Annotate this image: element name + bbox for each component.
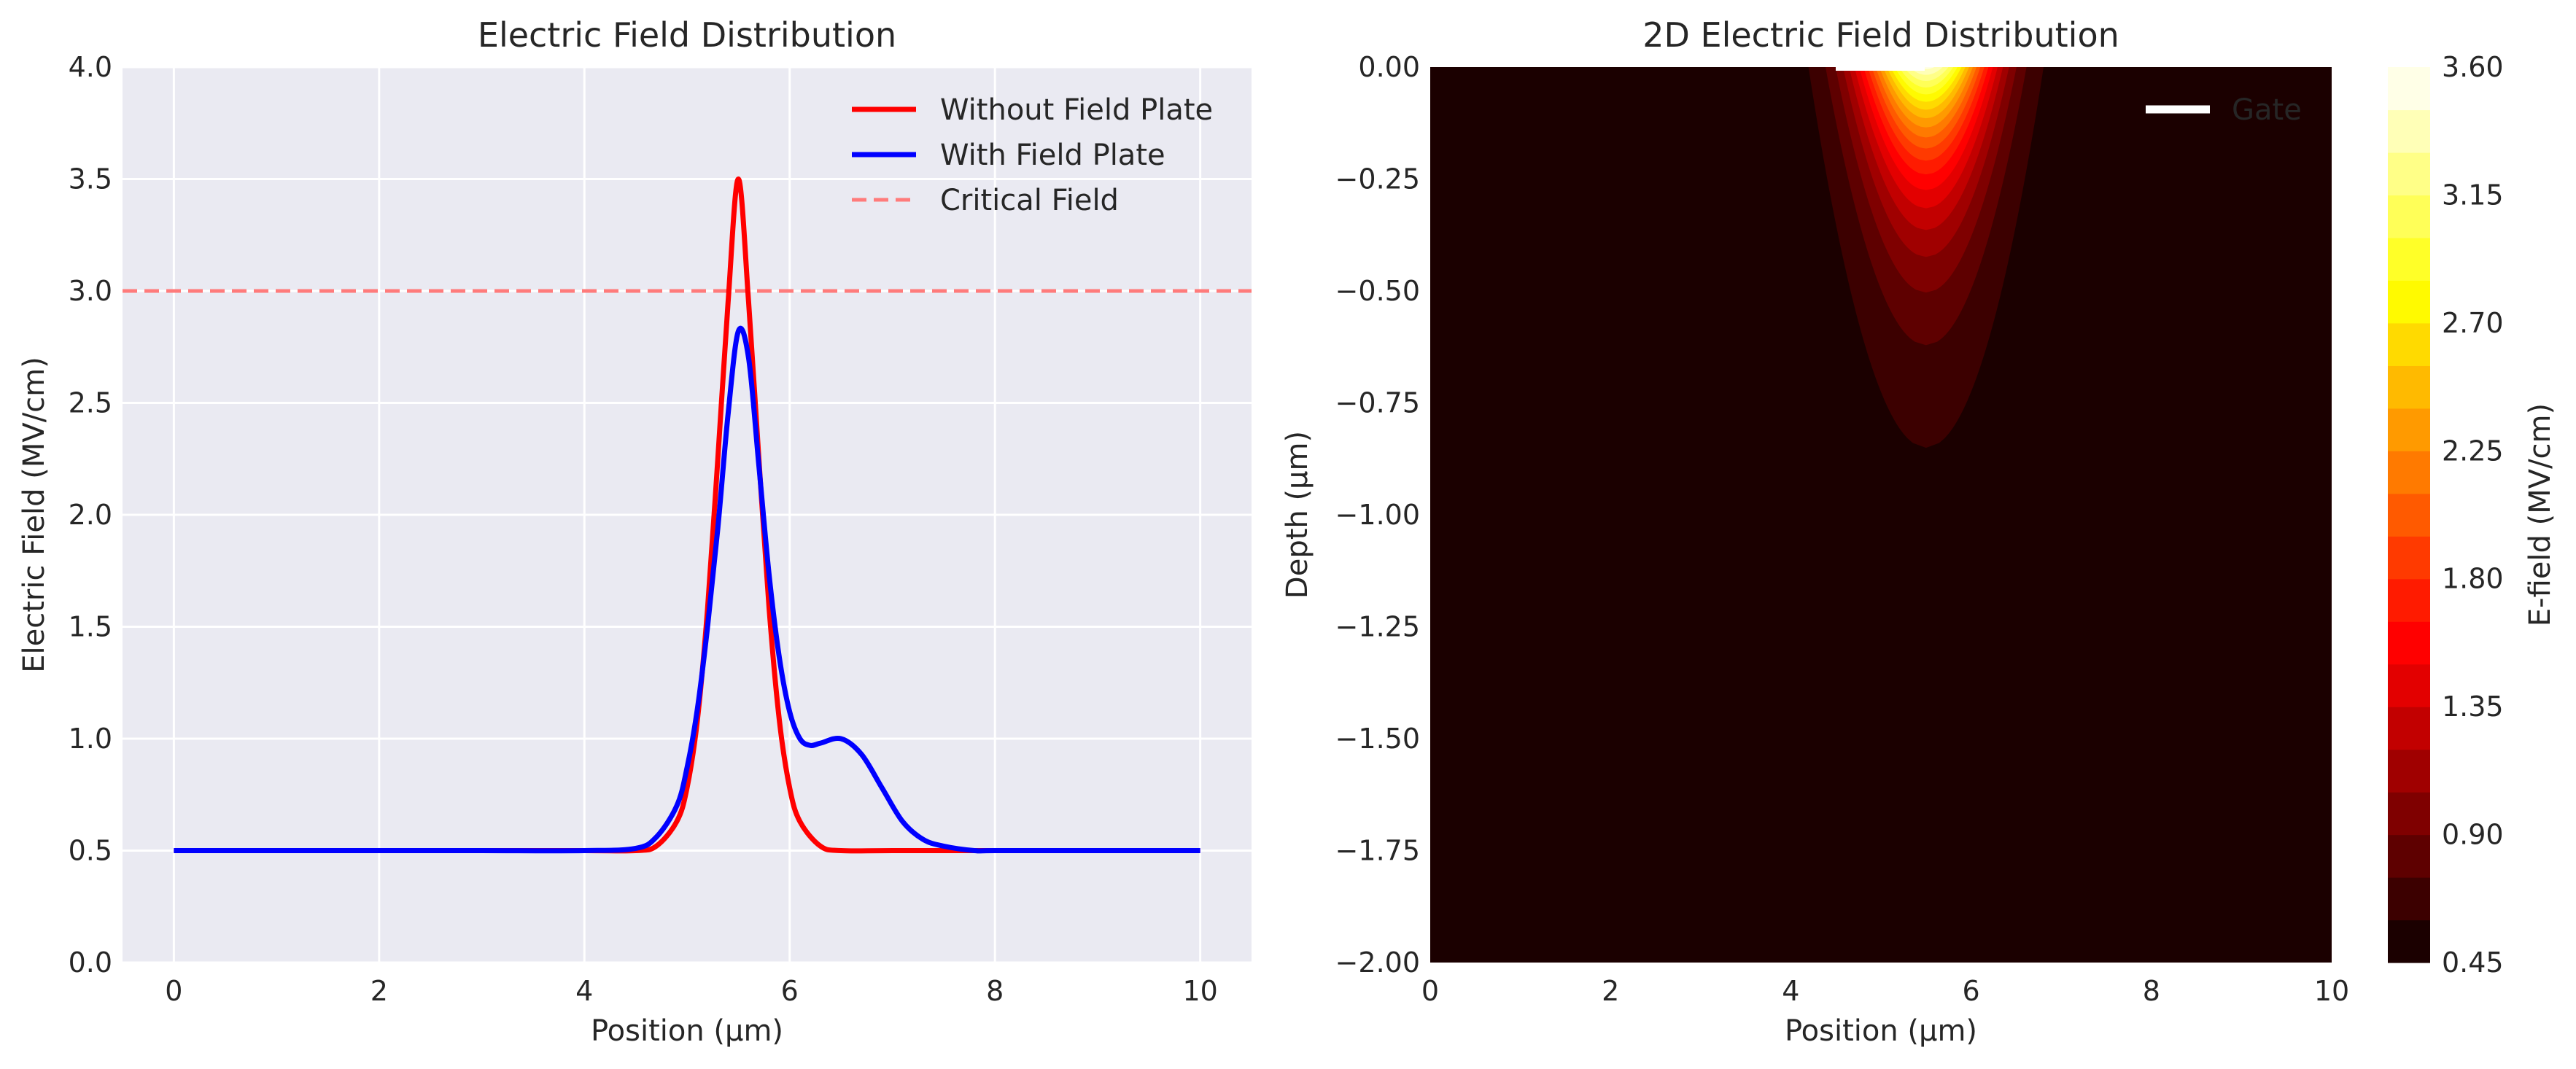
colorbar-cell — [2388, 578, 2430, 622]
x-tick-label: 4 — [575, 975, 593, 1007]
x-tick-label: 10 — [2314, 975, 2349, 1007]
colorbar-tick-label: 3.60 — [2442, 51, 2504, 83]
colorbar-tick-label: 2.70 — [2442, 307, 2504, 339]
colorbar-tick-label: 0.45 — [2442, 946, 2504, 979]
y-tick-label: 3.5 — [69, 163, 112, 195]
colorbar-cell — [2388, 152, 2430, 196]
y-tick-label: 0.0 — [69, 946, 112, 979]
x-tick-label: 0 — [165, 975, 182, 1007]
colorbar-cell — [2388, 920, 2430, 963]
x-tick-label: 4 — [1782, 975, 1799, 1007]
colorbar-tick-label: 0.90 — [2442, 819, 2504, 851]
colorbar-cell — [2388, 664, 2430, 707]
y-tick-label: 1.0 — [69, 723, 112, 755]
colorbar-cell — [2388, 707, 2430, 750]
colorbar: 0.45 0.90 1.35 1.80 2.25 2.70 3.15 3.60 E-field… — [2388, 51, 2557, 979]
colorbar-cell — [2388, 536, 2430, 580]
y-tick-label: 0.5 — [69, 835, 112, 867]
colorbar-cells — [2388, 67, 2430, 963]
y-tick-label: 0.00 — [1358, 51, 1420, 83]
colorbar-cell — [2388, 237, 2430, 281]
colorbar-tick-labels: 0.45 0.90 1.35 1.80 2.25 2.70 3.15 3.60 — [2442, 51, 2504, 979]
y-tick-label: 2.5 — [69, 387, 112, 419]
x-tick-label: 10 — [1182, 975, 1217, 1007]
heatmap-contours — [1430, 67, 2332, 963]
colorbar-tick-label: 1.35 — [2442, 691, 2504, 723]
y-tick-label: 4.0 — [69, 51, 112, 83]
x-tick-label: 8 — [2143, 975, 2160, 1007]
line-chart-title: Electric Field Distribution — [478, 15, 896, 55]
colorbar-cell — [2388, 834, 2430, 878]
colorbar-cell — [2388, 195, 2430, 238]
colorbar-tick-label: 2.25 — [2442, 435, 2504, 467]
colorbar-cell — [2388, 67, 2430, 111]
colorbar-label: E-field (MV/cm) — [2523, 403, 2557, 626]
colorbar-cell — [2388, 322, 2430, 366]
heatmap-tick-labels: 0 2 4 6 8 10 0.00 −0.25 −0.50 −0.75 −1.00 −1.25 −1.5… — [1335, 51, 2350, 1007]
line-chart-series — [123, 176, 1252, 854]
y-tick-label: 1.5 — [69, 611, 112, 643]
colorbar-cell — [2388, 408, 2430, 451]
x-tick-label: 2 — [371, 975, 388, 1007]
colorbar-cell — [2388, 749, 2430, 793]
y-tick-label: −1.00 — [1335, 499, 1420, 531]
colorbar-cell — [2388, 792, 2430, 836]
colorbar-cell — [2388, 451, 2430, 494]
y-tick-label: 3.0 — [69, 275, 112, 307]
colorbar-cell — [2388, 109, 2430, 153]
heatmap-panel: 0 2 4 6 8 10 0.00 −0.25 −0.50 −0.75 −1.00 −1.25 −1.5… — [1281, 15, 2557, 1048]
colorbar-cell — [2388, 365, 2430, 409]
x-tick-label: 2 — [1602, 975, 1619, 1007]
y-tick-label: −2.00 — [1335, 946, 1420, 979]
colorbar-cell — [2388, 280, 2430, 324]
y-tick-label: −1.75 — [1335, 835, 1420, 867]
series-line-with-field-plate — [174, 325, 1200, 854]
x-tick-label: 8 — [986, 975, 1004, 1007]
x-tick-label: 0 — [1421, 975, 1439, 1007]
y-tick-label: −1.50 — [1335, 723, 1420, 755]
x-tick-label: 6 — [781, 975, 799, 1007]
line-chart-x-axis-label: Position (µm) — [591, 1014, 783, 1048]
y-tick-label: −0.25 — [1335, 163, 1420, 195]
colorbar-tick-label: 3.15 — [2442, 179, 2504, 211]
colorbar-cell — [2388, 877, 2430, 921]
line-chart-panel: 0 2 4 6 8 10 0.0 0.5 1.0 1.5 2.0 2.5 3.0 3.5 4.0 Elect… — [18, 15, 1252, 1048]
y-tick-label: −0.50 — [1335, 275, 1420, 307]
x-tick-label: 6 — [1963, 975, 1980, 1007]
heatmap-y-axis-label: Depth (µm) — [1281, 431, 1314, 599]
legend-label-without-field-plate: Without Field Plate — [940, 93, 1213, 127]
legend-label-gate: Gate — [2232, 93, 2302, 127]
colorbar-cell — [2388, 621, 2430, 665]
heatmap-x-axis-label: Position (µm) — [1785, 1014, 1977, 1048]
legend-label-with-field-plate: With Field Plate — [940, 139, 1165, 172]
colorbar-cell — [2388, 493, 2430, 537]
y-tick-label: −0.75 — [1335, 387, 1420, 419]
colorbar-tick-label: 1.80 — [2442, 563, 2504, 595]
heatmap-title: 2D Electric Field Distribution — [1642, 15, 2119, 55]
line-chart-y-axis-label: Electric Field (MV/cm) — [18, 357, 51, 673]
heatmap-legend: Gate — [2146, 93, 2302, 127]
y-tick-label: 2.0 — [69, 499, 112, 531]
line-chart-legend: Without Field Plate With Field Plate Cri… — [852, 93, 1213, 217]
line-chart-tick-labels: 0 2 4 6 8 10 0.0 0.5 1.0 1.5 2.0 2.5 3.0 3.5 4.0 — [69, 51, 1218, 1007]
y-tick-label: −1.25 — [1335, 611, 1420, 643]
legend-label-critical-field: Critical Field — [940, 184, 1119, 217]
